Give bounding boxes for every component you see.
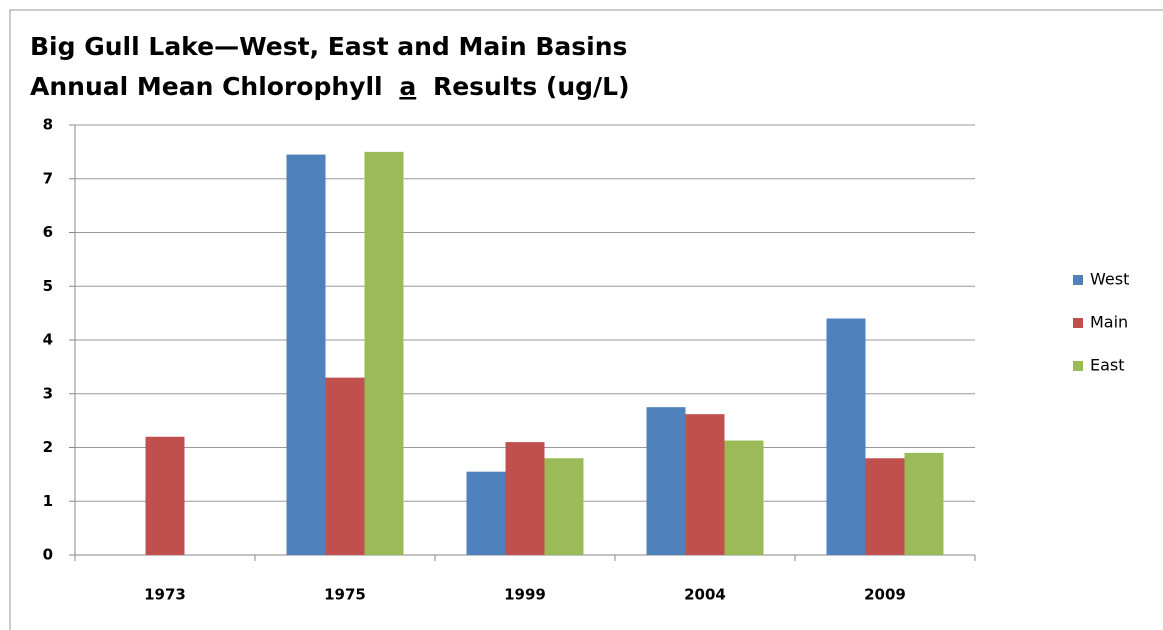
subtitle-part: a [399, 72, 416, 101]
y-tick-label: 8 [43, 116, 53, 134]
chart-frame [9, 9, 1163, 630]
legend-label: Main [1090, 313, 1128, 332]
subtitle-part: Results (ug/L) [433, 72, 630, 101]
bar [325, 377, 365, 555]
y-tick-label: 3 [43, 384, 53, 402]
bar [865, 458, 905, 555]
bar [826, 318, 866, 555]
legend-label: West [1090, 270, 1129, 289]
bar [466, 471, 506, 555]
chart-title: Big Gull Lake—West, East and Main Basins [30, 32, 627, 61]
bar [685, 414, 725, 555]
bar [286, 154, 326, 555]
bar [544, 458, 584, 555]
chart-subtitle: Annual Mean Chlorophyll a Results (ug/L) [30, 72, 630, 101]
y-tick-label: 1 [43, 492, 53, 510]
y-tick-label: 7 [43, 169, 53, 187]
y-tick-label: 5 [43, 277, 53, 295]
y-tick-label: 0 [43, 546, 53, 564]
x-tick-label: 1999 [504, 586, 546, 604]
x-tick-label: 2004 [684, 586, 726, 604]
y-tick-label: 4 [43, 331, 53, 349]
x-tick-label: 1975 [324, 586, 366, 604]
x-tick-label: 1973 [144, 586, 186, 604]
legend-swatch [1073, 318, 1083, 328]
bar [646, 407, 686, 555]
y-tick-label: 2 [43, 438, 53, 456]
legend-swatch [1073, 275, 1083, 285]
bar [505, 442, 545, 555]
bar [724, 440, 764, 555]
legend-swatch [1073, 361, 1083, 371]
bar [145, 436, 185, 555]
bar [364, 151, 404, 555]
legend-label: East [1090, 356, 1125, 375]
bar [904, 452, 944, 555]
y-tick-label: 6 [43, 223, 53, 241]
x-tick-label: 2009 [864, 586, 906, 604]
subtitle-part: Annual Mean Chlorophyll [30, 72, 383, 101]
